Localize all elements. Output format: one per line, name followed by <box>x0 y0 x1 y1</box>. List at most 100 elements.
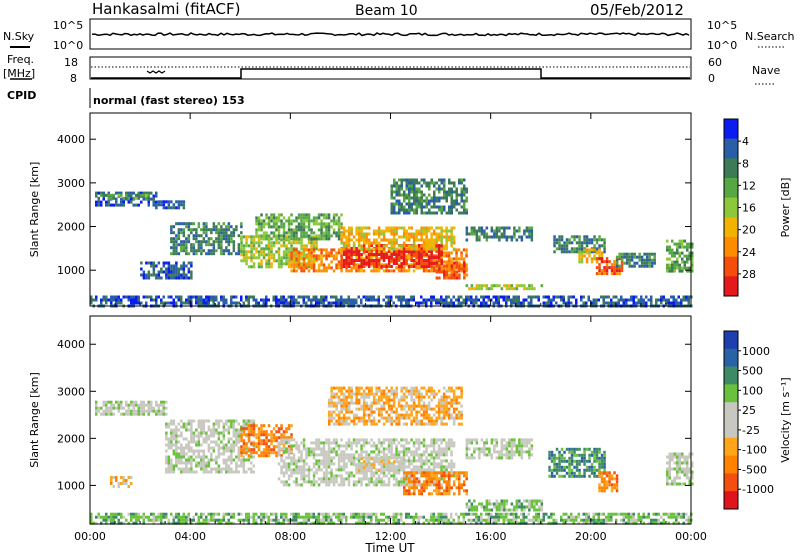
velocity-cell-3 <box>382 480 386 484</box>
power-cell-6 <box>297 260 301 264</box>
power-cell-13 <box>375 298 378 302</box>
velocity-cell-3 <box>352 480 356 484</box>
power-cell-7 <box>377 262 381 265</box>
velocity-cell-1 <box>180 419 183 423</box>
power-cell-17 <box>650 258 654 262</box>
power-cell-8 <box>440 235 443 239</box>
velocity-cell-5 <box>350 401 353 405</box>
velocity-cell-5 <box>355 392 358 396</box>
power-cell-6 <box>302 269 306 273</box>
power-cell-4 <box>305 256 308 260</box>
power-cell-5 <box>330 234 333 238</box>
power-cell-4 <box>252 253 256 257</box>
power-cell-5 <box>327 216 331 220</box>
power-cell-7 <box>385 265 388 268</box>
velocity-cell-0 <box>97 409 100 413</box>
power-cell-6 <box>310 254 313 258</box>
power-cell-10 <box>435 270 439 274</box>
power-cell-18 <box>686 254 689 258</box>
power-cell-13 <box>162 295 165 299</box>
power-cell-13 <box>225 301 228 305</box>
velocity-cell-1 <box>182 422 186 426</box>
velocity-cell-5 <box>330 392 333 396</box>
power-cell-4 <box>275 259 278 263</box>
power-cell-19 <box>187 276 191 280</box>
velocity-cell-1 <box>165 431 168 435</box>
power-cell-5 <box>277 237 281 241</box>
velocity-cell-5 <box>342 401 346 405</box>
velocity-cell-1 <box>230 443 233 447</box>
power-cell-9 <box>413 178 416 182</box>
power-cell-2 <box>157 200 161 204</box>
power-cell-8 <box>370 241 373 245</box>
power-cell-3 <box>235 252 238 256</box>
power-cell-7 <box>360 253 363 256</box>
velocity-cell-3 <box>322 474 326 478</box>
power-cell-4 <box>252 238 256 242</box>
power-cell-7 <box>382 265 386 268</box>
power-cell-19 <box>175 276 178 280</box>
power-cell-13 <box>305 301 308 305</box>
velocity-cell-3 <box>362 456 366 460</box>
power-cell-9 <box>435 187 438 191</box>
power-cell-8 <box>382 229 386 233</box>
velocity-cell-3 <box>427 465 431 469</box>
power-cell-9 <box>418 202 421 206</box>
power-cell-7 <box>395 250 398 253</box>
velocity-cell-1 <box>245 422 248 426</box>
velocity-cell-4 <box>360 463 363 467</box>
velocity-cell-3 <box>422 438 426 442</box>
power-cell-17 <box>623 252 626 256</box>
velocity-cell-3 <box>427 468 431 472</box>
power-cell-13 <box>255 301 258 305</box>
power-cell-3 <box>235 228 238 232</box>
power-cell-17 <box>643 264 646 268</box>
velocity-cell-1 <box>175 446 178 450</box>
power-cell-6 <box>317 257 321 261</box>
velocity-cell-5 <box>367 395 371 399</box>
power-cell-17 <box>645 252 649 256</box>
velocity-cell-3 <box>390 438 393 442</box>
velocity-cell-5 <box>452 401 456 405</box>
power-cell-16 <box>610 266 614 270</box>
velocity-cell-3 <box>425 462 428 466</box>
velocity-cell-5 <box>357 389 361 393</box>
velocity-cell-3 <box>350 456 353 460</box>
velocity-cell-3 <box>347 438 351 442</box>
velocity-cell-3 <box>402 447 406 451</box>
power-cell-15 <box>598 251 601 255</box>
power-cell-4 <box>242 244 246 248</box>
power-cell-6 <box>317 266 321 270</box>
power-cell-4 <box>247 265 251 269</box>
velocity-cell-5 <box>405 395 408 399</box>
power-cell-7 <box>415 250 418 253</box>
power-cell-7 <box>397 265 401 268</box>
velocity-cell-5 <box>370 404 373 408</box>
velocity-cell-1 <box>205 464 208 468</box>
velocity-cell-0 <box>105 400 108 404</box>
velocity-cell-3 <box>437 438 441 442</box>
power-cell-8 <box>382 244 386 248</box>
power-cell-15 <box>580 260 584 264</box>
power-cell-9 <box>395 190 398 194</box>
velocity-cell-1 <box>222 443 226 447</box>
velocity-cell-3 <box>380 480 383 484</box>
power-cell-6 <box>432 269 436 273</box>
velocity-cell-3 <box>375 453 378 457</box>
power-cell-13 <box>190 295 193 299</box>
power-cell-17 <box>625 261 629 265</box>
power-cell-9 <box>420 196 423 200</box>
power-cell-9 <box>440 208 443 212</box>
power-cell-19 <box>167 276 171 280</box>
power-cell-9 <box>393 205 396 209</box>
power-cell-18 <box>668 266 671 270</box>
velocity-cell-0 <box>162 412 165 416</box>
velocity-cell-1 <box>252 440 256 444</box>
velocity-cell-3 <box>287 462 291 466</box>
power-cell-13 <box>95 295 98 299</box>
velocity-cell-4 <box>375 460 378 464</box>
velocity-cell-3 <box>365 474 368 478</box>
power-cell-7 <box>440 250 443 253</box>
power-cell-10 <box>438 270 441 274</box>
velocity-cell-1 <box>172 419 176 423</box>
